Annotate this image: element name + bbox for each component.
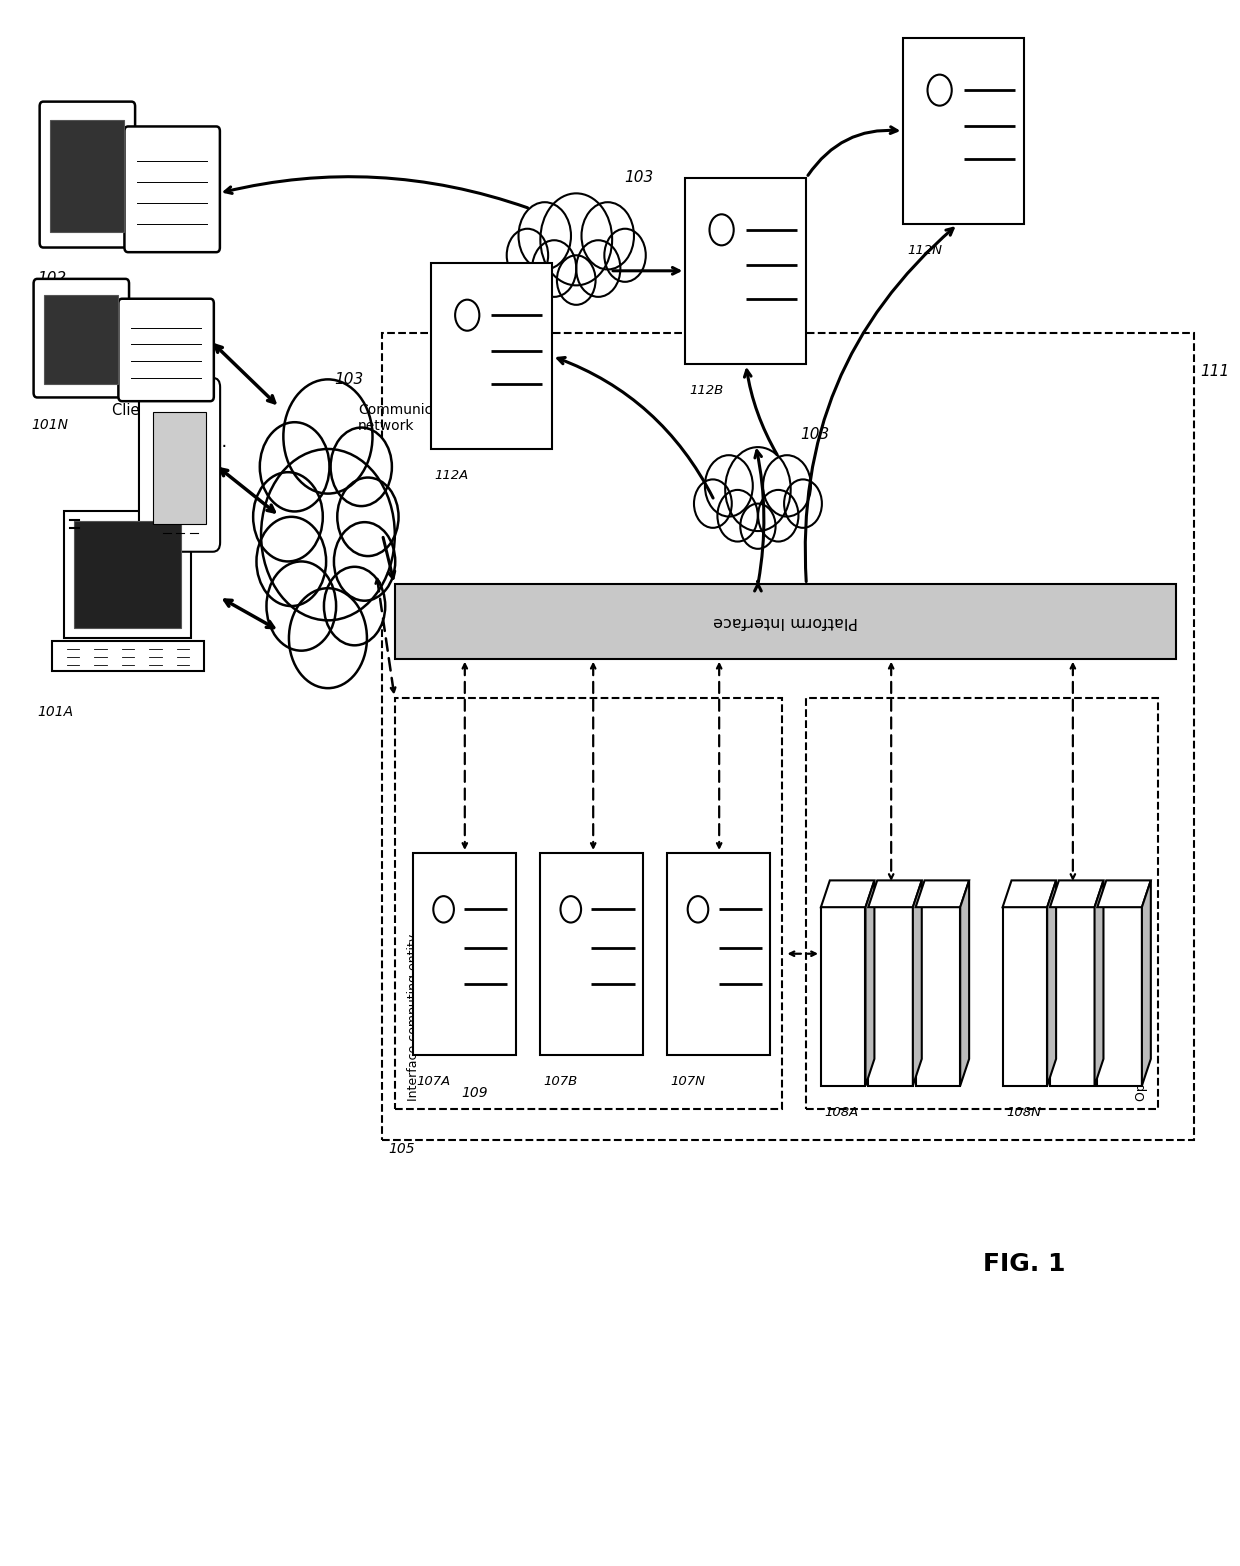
Polygon shape [1003, 880, 1056, 907]
Text: Communication
network: Communication network [358, 402, 467, 432]
Circle shape [518, 202, 570, 269]
Polygon shape [915, 880, 970, 907]
Circle shape [324, 567, 386, 645]
Bar [413, 853, 516, 1054]
Text: 112A: 112A [434, 470, 469, 482]
Circle shape [262, 449, 394, 620]
Bar [382, 334, 1194, 1140]
Text: 102: 102 [37, 271, 67, 287]
Text: 111: 111 [1200, 363, 1229, 379]
Circle shape [337, 478, 398, 556]
Text: 107A: 107A [417, 1074, 450, 1088]
Polygon shape [868, 880, 921, 907]
FancyBboxPatch shape [118, 299, 213, 401]
Polygon shape [960, 880, 970, 1085]
Circle shape [257, 517, 326, 606]
Bar [51, 121, 124, 232]
Bar [915, 907, 960, 1085]
Circle shape [582, 202, 634, 269]
Bar [903, 38, 1024, 224]
Text: 101B: 101B [134, 557, 170, 572]
Bar [1050, 907, 1095, 1085]
Bar [63, 511, 191, 637]
Text: Operation Servers: Operation Servers [1135, 987, 1148, 1101]
Text: 105: 105 [388, 1142, 415, 1156]
Circle shape [253, 473, 322, 562]
Text: 103: 103 [625, 171, 653, 185]
Bar [821, 907, 866, 1085]
Bar [539, 853, 642, 1054]
Bar [868, 907, 913, 1085]
Text: 101A: 101A [37, 705, 73, 719]
FancyBboxPatch shape [40, 102, 135, 247]
Polygon shape [821, 880, 874, 907]
Bar [1003, 907, 1048, 1085]
Text: 109: 109 [461, 1085, 487, 1099]
Circle shape [784, 479, 822, 528]
Text: Client Devices: Client Devices [112, 404, 217, 418]
Polygon shape [1097, 880, 1151, 907]
Circle shape [604, 229, 646, 282]
Circle shape [704, 456, 753, 517]
Text: 108A: 108A [825, 1106, 859, 1118]
Text: Interface computing entity: Interface computing entity [407, 933, 419, 1101]
Polygon shape [1048, 880, 1056, 1085]
Text: Platform Interface: Platform Interface [713, 614, 858, 630]
Circle shape [289, 589, 367, 687]
Circle shape [284, 379, 372, 493]
Bar [74, 521, 181, 628]
Polygon shape [1142, 880, 1151, 1085]
Bar [52, 642, 205, 672]
Bar [394, 697, 782, 1109]
Circle shape [725, 448, 791, 531]
Bar [806, 697, 1158, 1109]
Bar [394, 584, 1176, 659]
Bar [45, 294, 118, 384]
FancyBboxPatch shape [33, 279, 129, 398]
Text: 108N: 108N [1006, 1106, 1042, 1118]
Circle shape [763, 456, 811, 517]
Circle shape [331, 428, 392, 506]
Text: FIG. 1: FIG. 1 [983, 1253, 1065, 1276]
Bar [1097, 907, 1142, 1085]
Polygon shape [913, 880, 921, 1085]
Text: 107N: 107N [671, 1074, 706, 1088]
Text: ...: ... [606, 944, 626, 963]
Circle shape [334, 521, 396, 601]
Circle shape [507, 229, 548, 282]
Circle shape [718, 490, 758, 542]
FancyBboxPatch shape [124, 127, 219, 252]
Text: 103: 103 [800, 426, 830, 442]
Circle shape [541, 193, 613, 285]
Text: 101N: 101N [31, 418, 68, 432]
Bar [667, 853, 770, 1054]
Text: 107B: 107B [543, 1074, 578, 1088]
Bar [153, 412, 206, 523]
Circle shape [532, 240, 577, 298]
FancyBboxPatch shape [139, 377, 221, 551]
Polygon shape [1050, 880, 1104, 907]
Text: 112B: 112B [689, 384, 723, 398]
Polygon shape [866, 880, 874, 1085]
Circle shape [694, 479, 732, 528]
Text: ...: ... [211, 432, 228, 451]
Circle shape [577, 240, 620, 298]
Bar [430, 263, 552, 449]
Circle shape [758, 490, 799, 542]
Circle shape [260, 423, 330, 512]
Circle shape [557, 255, 595, 305]
Circle shape [740, 504, 775, 548]
Circle shape [267, 562, 336, 651]
Text: 112N: 112N [906, 244, 942, 257]
Polygon shape [1095, 880, 1104, 1085]
Text: 103: 103 [334, 373, 363, 387]
Text: ...: ... [949, 983, 967, 1002]
Bar [686, 177, 806, 363]
